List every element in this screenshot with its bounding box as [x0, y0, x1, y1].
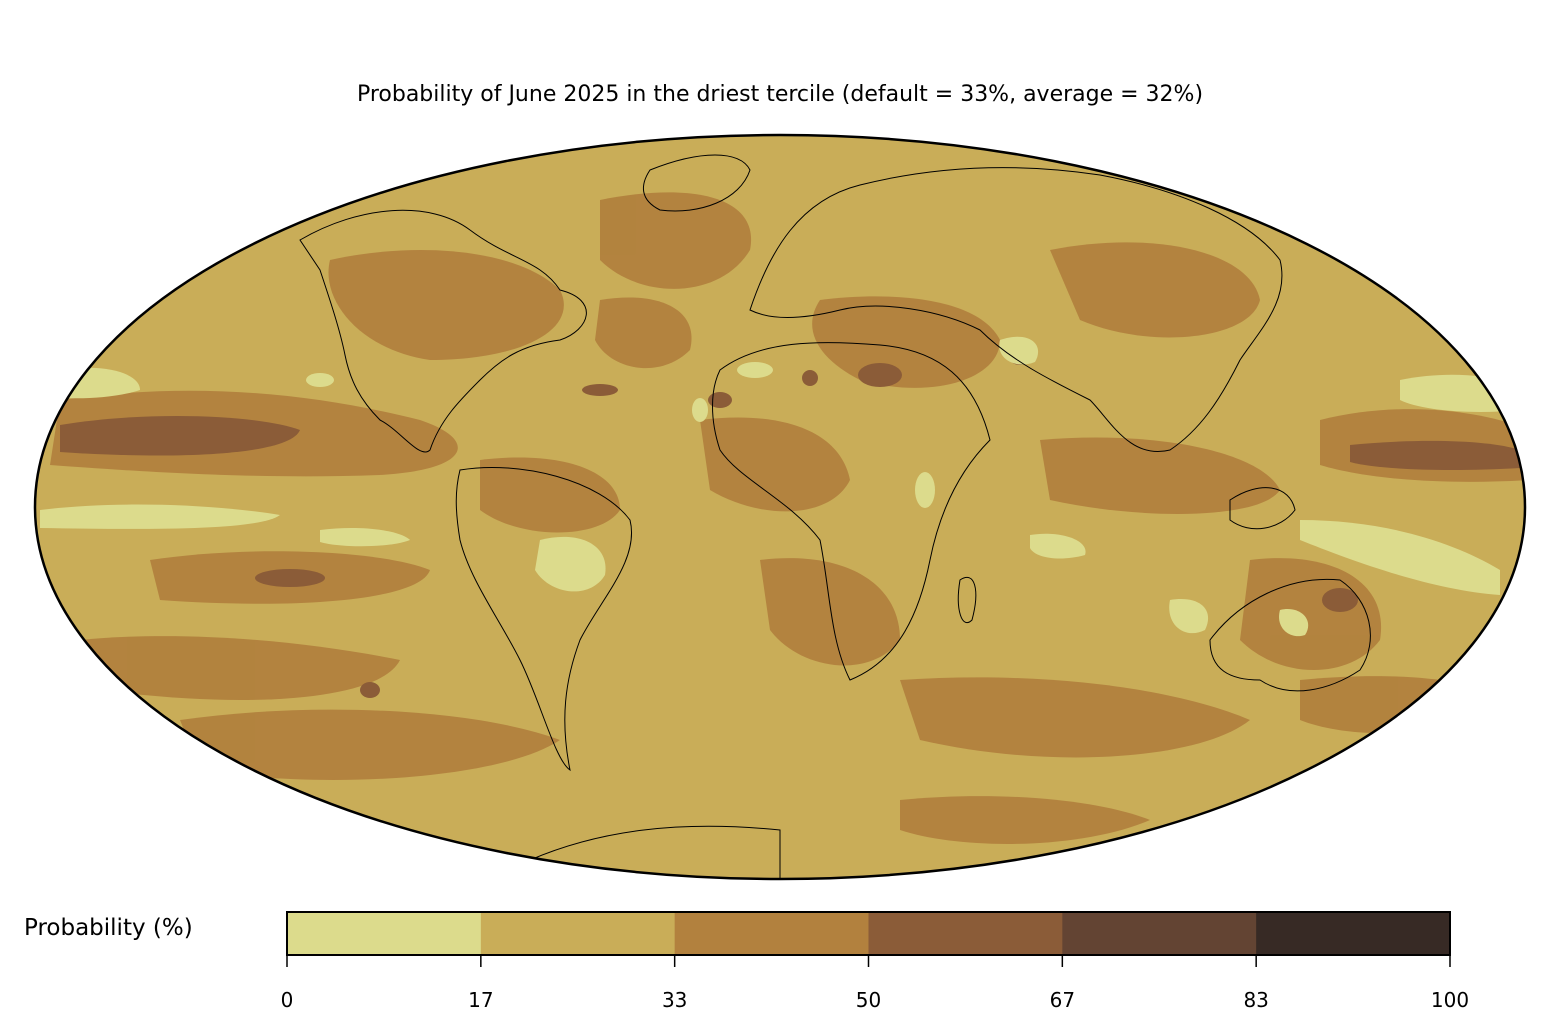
- colorbar-tick-label: 67: [1050, 988, 1075, 1012]
- colorbar-tick-label: 83: [1243, 988, 1268, 1012]
- probability-field: [35, 135, 1525, 879]
- colorbar-tick-label: 33: [662, 988, 687, 1012]
- colorbar-label: Probability (%): [24, 915, 193, 941]
- africa-outline: [712, 342, 991, 681]
- map-title: Probability of June 2025 in the driest t…: [356, 82, 1204, 107]
- colorbar-segment: [480, 912, 676, 955]
- eurasia-outline: [749, 167, 1283, 453]
- colorbar-segment: [287, 912, 482, 955]
- colorbar-segment: [868, 912, 1063, 955]
- colorbar-segment: [1062, 912, 1257, 955]
- south-america-outline: [455, 467, 632, 772]
- greenland-outline: [642, 154, 751, 212]
- colorbar-tick-label: 100: [1431, 988, 1469, 1012]
- madagascar-outline: [957, 577, 977, 623]
- north-america-outline: [299, 209, 587, 453]
- borneo-outline: [1229, 487, 1296, 530]
- globe-border: [33, 133, 1527, 881]
- colorbar-tick-label: 0: [281, 988, 294, 1012]
- colorbar-segment: [674, 912, 869, 955]
- colorbar-segment: [1256, 912, 1451, 955]
- colorbar-tick-label: 17: [468, 988, 493, 1012]
- colorbar-tick-label: 50: [856, 988, 881, 1012]
- australia-outline: [1209, 578, 1371, 692]
